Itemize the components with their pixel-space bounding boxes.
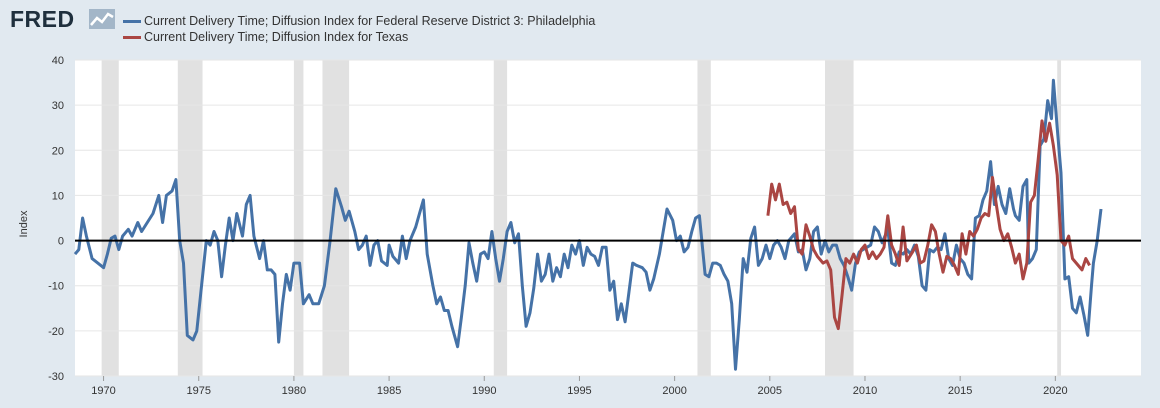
chart-legend: Current Delivery Time; Diffusion Index f… [123, 13, 595, 45]
y-tick-label: 30 [52, 100, 64, 112]
legend-swatch-texas [123, 35, 141, 39]
x-tick-label: 2015 [948, 385, 972, 397]
y-tick-label: -10 [48, 281, 64, 293]
series-line-texas [766, 119, 1091, 331]
recession-band [493, 60, 508, 376]
x-axis-ticks: 1970 1975 1980 1985 1990 1995 2000 2005 2010 2015… [91, 376, 1068, 397]
x-tick-label: 2000 [662, 385, 686, 397]
fred-logo[interactable]: FRED [10, 6, 75, 32]
recession-band [177, 60, 203, 376]
y-tick-label: 0 [58, 236, 64, 248]
x-tick-label: 1985 [377, 385, 401, 397]
legend-entry-philadelphia[interactable]: Current Delivery Time; Diffusion Index f… [123, 13, 595, 29]
y-tick-label: 40 [52, 55, 64, 67]
x-tick-label: 1970 [91, 385, 115, 397]
x-tick-label: 1995 [567, 385, 591, 397]
series-line-philadelphia [73, 78, 1103, 371]
y-axis-label: Index [18, 210, 30, 237]
y-tick-label: -30 [48, 371, 64, 383]
legend-label-texas: Current Delivery Time; Diffusion Index f… [144, 30, 409, 44]
legend-swatch-philadelphia [123, 19, 141, 23]
x-tick-label: 2010 [853, 385, 877, 397]
y-tick-label: -20 [48, 326, 64, 338]
recession-band [293, 60, 304, 376]
y-axis-ticks: -30 -20 -10 0 10 20 30 40 [48, 55, 64, 383]
x-tick-label: 2020 [1043, 385, 1067, 397]
recession-bands [101, 60, 1062, 376]
x-tick-label: 2005 [758, 385, 782, 397]
x-tick-label: 1980 [282, 385, 306, 397]
series-lines [73, 78, 1103, 371]
chart-header: FRED Current Delivery Time; Diffusion In… [0, 0, 1160, 50]
fred-graph-icon [89, 9, 115, 29]
recession-band [101, 60, 119, 376]
recession-band [697, 60, 711, 376]
x-tick-label: 1975 [186, 385, 210, 397]
legend-entry-texas[interactable]: Current Delivery Time; Diffusion Index f… [123, 29, 595, 45]
x-tick-label: 1990 [472, 385, 496, 397]
legend-label-philadelphia: Current Delivery Time; Diffusion Index f… [144, 14, 596, 28]
y-tick-label: 10 [52, 190, 64, 202]
y-tick-label: 20 [52, 145, 64, 157]
